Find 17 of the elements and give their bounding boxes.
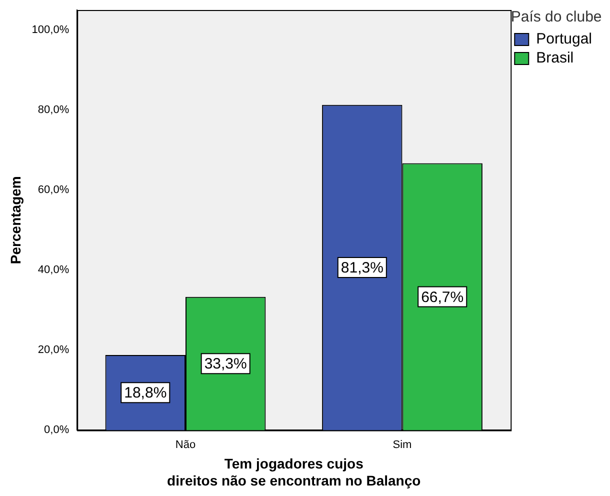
data-label: 81,3%	[340, 260, 384, 277]
data-label: 33,3%	[204, 356, 247, 373]
y-tick-label: 100,0%	[32, 24, 70, 36]
x-tick-label: Sim	[392, 438, 412, 451]
data-label: 18,8%	[124, 384, 167, 402]
legend-label: Portugal	[536, 30, 592, 48]
y-tick-label: 40,0%	[38, 264, 70, 276]
legend-label: Brasil	[536, 50, 574, 67]
data-label: 66,7%	[421, 288, 464, 306]
y-tick-label: 0,0%	[44, 424, 70, 436]
legend-title: País do clube	[510, 8, 602, 26]
x-axis-title: Tem jogadores cujos direitos não se encontram no Balanço	[167, 456, 421, 488]
y-axis-title: Percentagem	[7, 176, 24, 264]
y-tick-label: 60,0%	[38, 184, 70, 196]
y-tick-label: 20,0%	[38, 344, 70, 356]
x-tick-label: Não	[175, 438, 196, 451]
y-tick-label: 80,0%	[38, 104, 70, 116]
